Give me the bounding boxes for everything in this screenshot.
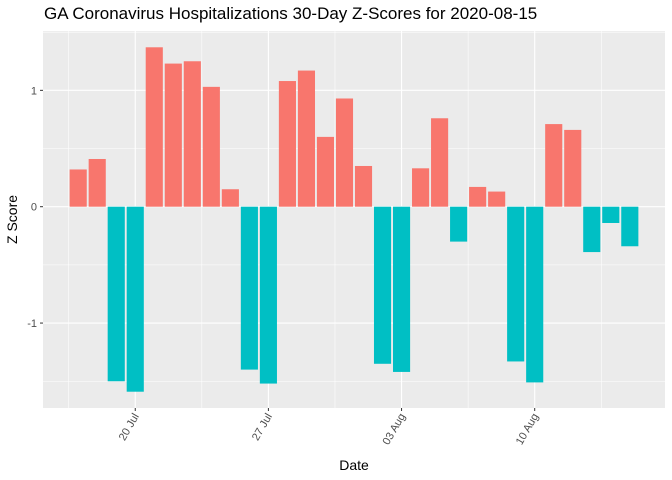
- bar-2020-07-28: [278, 81, 296, 207]
- bars: [69, 47, 639, 392]
- x-tick-label: 03 Aug: [381, 412, 409, 448]
- bar-2020-07-30: [316, 136, 335, 207]
- y-axis: 1 0 -1: [27, 85, 43, 330]
- y-tick-label: 0: [31, 202, 37, 214]
- x-tick-label: 10 Aug: [514, 412, 542, 448]
- bar-2020-07-26: [240, 206, 258, 370]
- bar-2020-08-05: [431, 118, 449, 207]
- y-tick-label: 1: [31, 85, 37, 97]
- x-tick-label: 27 Jul: [250, 412, 275, 443]
- bar-2020-07-29: [297, 70, 316, 207]
- minor-gridlines: [43, 31, 665, 408]
- bar-2020-08-10: [526, 206, 544, 383]
- x-axis: 20 Jul 27 Jul 03 Aug 10 Aug: [117, 408, 542, 448]
- bar-2020-08-01: [354, 165, 373, 207]
- bar-2020-07-21: [145, 47, 163, 207]
- chart-title: GA Coronavirus Hospitalizations 30-Day Z…: [44, 4, 538, 23]
- bar-2020-07-17: [69, 169, 87, 207]
- bar-2020-08-04: [412, 168, 430, 207]
- y-axis-title: Z Score: [4, 195, 20, 244]
- y-tick-label: -1: [27, 318, 37, 330]
- bar-2020-08-11: [545, 124, 563, 207]
- bar-2020-07-19: [107, 206, 125, 382]
- bar-2020-07-27: [259, 206, 277, 384]
- bar-2020-08-06: [450, 206, 468, 242]
- bar-2020-07-22: [164, 63, 182, 207]
- bar-2020-08-03: [392, 206, 411, 372]
- bar-2020-08-02: [373, 206, 392, 364]
- bar-2020-07-24: [202, 86, 220, 207]
- bar-2020-08-15: [621, 206, 639, 247]
- bar-2020-08-13: [583, 206, 601, 253]
- bar-2020-07-18: [88, 158, 106, 207]
- bar-2020-07-20: [126, 206, 144, 392]
- bar-2020-08-14: [602, 206, 620, 223]
- bar-2020-07-25: [221, 189, 239, 207]
- x-axis-title: Date: [339, 457, 369, 473]
- bar-2020-07-31: [335, 98, 354, 207]
- bar-2020-08-07: [469, 186, 487, 207]
- bar-2020-08-08: [488, 191, 506, 207]
- x-tick-label: 20 Jul: [117, 412, 142, 443]
- bar-2020-08-12: [564, 129, 582, 207]
- bar-2020-07-23: [183, 61, 201, 207]
- bar-2020-08-09: [507, 206, 525, 362]
